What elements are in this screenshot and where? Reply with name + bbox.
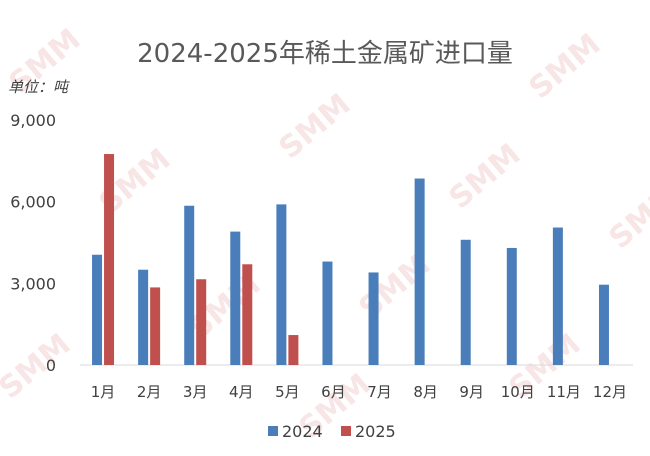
legend-label-2024: 2024 — [282, 422, 323, 441]
watermark-text-6: SMM — [523, 27, 608, 106]
bar-2024-7 — [368, 272, 379, 365]
y-tick-label: 3,000 — [10, 274, 56, 293]
x-tick-label: 6月 — [321, 383, 346, 401]
bar-2025-2 — [150, 287, 161, 365]
x-tick-label: 5月 — [275, 383, 300, 401]
bar-2025-1 — [104, 154, 115, 365]
x-tick-label: 7月 — [367, 383, 392, 401]
x-tick-label: 1月 — [91, 383, 116, 401]
x-tick-label: 4月 — [229, 383, 254, 401]
legend-swatch-2024 — [268, 426, 278, 436]
chart-title: 2024-2025年稀土金属矿进口量 — [137, 39, 513, 69]
bar-2024-12 — [598, 284, 609, 365]
bar-2024-3 — [184, 205, 195, 365]
watermark-text-7: SMM — [603, 177, 650, 256]
bar-2024-2 — [138, 269, 149, 365]
bar-2025-4 — [242, 264, 253, 365]
y-tick-label: 9,000 — [10, 111, 56, 130]
x-tick-label: 10月 — [501, 383, 535, 401]
unit-label: 单位：吨 — [8, 78, 70, 96]
y-axis: 0 3,000 6,000 9,000 — [10, 111, 56, 375]
watermark-text-3: SMM — [273, 87, 358, 166]
bars-group — [92, 154, 609, 365]
x-tick-label: 9月 — [459, 383, 484, 401]
legend: 2024 2025 — [268, 422, 396, 441]
bar-2024-6 — [322, 261, 333, 365]
x-tick-label: 11月 — [547, 383, 581, 401]
x-tick-label: 2月 — [137, 383, 162, 401]
bar-2024-4 — [230, 231, 241, 365]
x-tick-label: 12月 — [593, 383, 627, 401]
watermark-text-5: SMM — [443, 137, 528, 216]
legend-swatch-2025 — [341, 426, 351, 436]
bar-2025-5 — [288, 335, 299, 365]
watermark-text-9: SMM — [0, 327, 77, 406]
x-tick-label: 8月 — [413, 383, 438, 401]
legend-label-2025: 2025 — [355, 422, 396, 441]
bar-2024-1 — [92, 254, 103, 365]
y-tick-label: 6,000 — [10, 193, 56, 212]
bar-2025-3 — [196, 279, 207, 365]
y-tick-label: 0 — [46, 356, 56, 375]
watermark-text-2: SMM — [183, 267, 268, 346]
bar-2024-8 — [414, 178, 425, 365]
watermark-text-4: SMM — [353, 247, 438, 326]
x-axis: 1月 2月 3月 4月 5月 6月 7月 8月 9月 10月 11月 12月 — [91, 383, 627, 401]
bar-2024-5 — [276, 204, 287, 365]
bar-2024-10 — [506, 247, 517, 365]
bar-2024-11 — [552, 227, 563, 365]
bar-2024-9 — [460, 239, 471, 365]
x-tick-label: 3月 — [183, 383, 208, 401]
